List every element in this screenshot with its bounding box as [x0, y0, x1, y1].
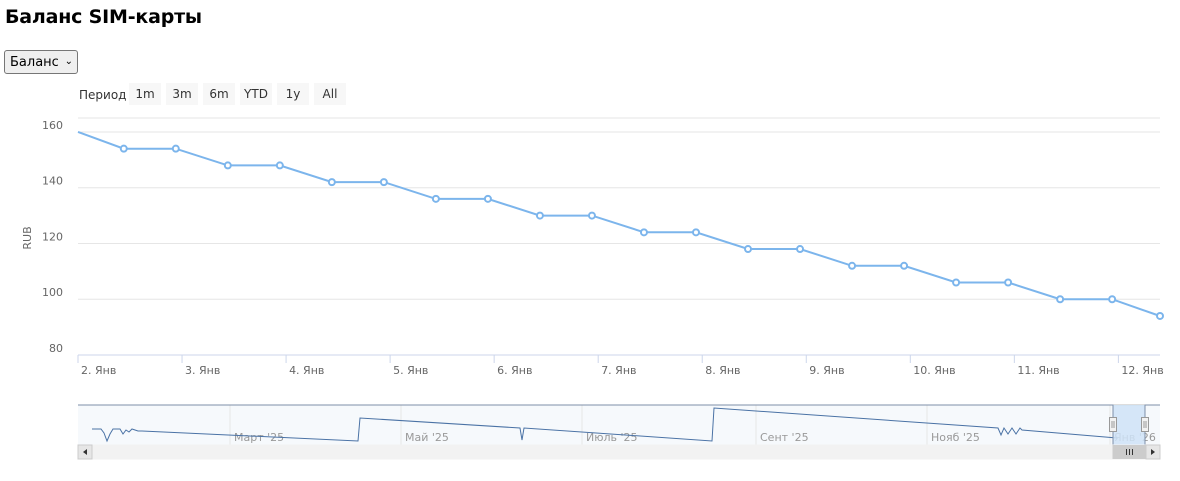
- x-tick-label: 9. Янв: [809, 364, 844, 377]
- x-tick-label: 6. Янв: [497, 364, 532, 377]
- data-point: [483, 194, 492, 203]
- x-tick-label: 7. Янв: [601, 364, 636, 377]
- scrollbar-left-button[interactable]: [77, 444, 93, 460]
- x-tick-label: 10. Янв: [913, 364, 955, 377]
- y-tick-label: 140: [42, 175, 63, 188]
- x-tick-label: 11. Янв: [1017, 364, 1059, 377]
- data-point: [379, 178, 388, 187]
- range-button-6m[interactable]: 6m: [203, 83, 235, 105]
- range-button-ytd[interactable]: YTD: [240, 83, 272, 105]
- data-point: [171, 144, 180, 153]
- x-tick-label: 4. Янв: [289, 364, 324, 377]
- data-point: [900, 261, 909, 270]
- range-button-label: YTD: [243, 87, 268, 101]
- range-button-label: 1y: [286, 87, 301, 101]
- range-button-3m[interactable]: 3m: [166, 83, 198, 105]
- x-tick-label: 5. Янв: [393, 364, 428, 377]
- navigator-background: [78, 405, 1160, 445]
- y-axis-ticks: 80 100 120 140 160: [42, 119, 63, 355]
- page-title: Баланс SIM-карты: [5, 6, 202, 28]
- balance-series-points: [119, 144, 1164, 320]
- y-tick-label: 80: [49, 342, 63, 355]
- range-selector: Период 1m 3m 6m YTD 1y All: [79, 83, 346, 105]
- range-button-label: All: [323, 87, 338, 101]
- navigator-x-label: Сент '25: [760, 431, 809, 444]
- data-point: [639, 228, 648, 237]
- navigator-x-label: Март '25: [234, 431, 284, 444]
- range-button-1m[interactable]: 1m: [129, 83, 161, 105]
- scrollbar-track[interactable]: [77, 444, 1161, 460]
- balance-series-line: [77, 130, 1161, 317]
- data-point: [587, 211, 596, 220]
- data-point: [275, 161, 284, 170]
- navigator-x-label: Нояб '25: [931, 431, 980, 444]
- data-point: [744, 245, 753, 254]
- x-tick-label: 3. Янв: [185, 364, 220, 377]
- navigator-left-handle[interactable]: [1109, 417, 1117, 432]
- y-tick-label: 160: [42, 119, 63, 132]
- data-point: [691, 228, 700, 237]
- range-selector-label: Период: [79, 88, 126, 102]
- scroll-left-arrow-icon: [83, 449, 87, 455]
- data-point: [535, 211, 544, 220]
- grid-lines: [78, 117, 1160, 300]
- data-point: [1108, 295, 1117, 304]
- x-tick-label: 8. Янв: [705, 364, 740, 377]
- chevron-down-icon: ⌄: [64, 56, 73, 67]
- y-axis-title: RUB: [21, 226, 34, 249]
- range-button-all[interactable]: All: [314, 83, 346, 105]
- x-tick-label: 12. Янв: [1121, 364, 1163, 377]
- scrollbar[interactable]: [77, 444, 1161, 460]
- x-tick-label: 2. Янв: [81, 364, 116, 377]
- data-point: [1156, 311, 1164, 320]
- data-point: [848, 261, 857, 270]
- y-tick-label: 120: [42, 230, 63, 243]
- y-tick-label: 100: [42, 286, 63, 299]
- scrollbar-thumb-grip-icon: [1126, 449, 1133, 455]
- metric-select-value: Баланс: [10, 54, 59, 70]
- data-point: [1056, 295, 1065, 304]
- data-point: [327, 178, 336, 187]
- range-button-label: 6m: [209, 87, 228, 101]
- data-point: [119, 144, 128, 153]
- data-point: [952, 278, 961, 287]
- navigator-x-label: Май '25: [405, 431, 449, 444]
- data-point: [223, 161, 232, 170]
- scrollbar-right-button[interactable]: [1145, 444, 1161, 460]
- data-point: [796, 245, 805, 254]
- data-point: [1004, 278, 1013, 287]
- range-button-label: 1m: [135, 87, 154, 101]
- scroll-right-arrow-icon: [1151, 449, 1155, 455]
- metric-select[interactable]: Баланс ⌄: [4, 50, 78, 74]
- x-axis-ticks: 2. Янв 3. Янв 4. Янв 5. Янв 6. Янв 7. Янв 8. Я…: [77, 355, 1164, 377]
- navigator-x-label: Июль '25: [586, 431, 638, 444]
- range-button-1y[interactable]: 1y: [277, 83, 309, 105]
- navigator-series-line: [92, 407, 1118, 443]
- navigator-selected-range[interactable]: [1113, 405, 1145, 445]
- range-button-label: 3m: [172, 87, 191, 101]
- data-point: [431, 194, 440, 203]
- navigator-right-handle[interactable]: [1141, 417, 1149, 432]
